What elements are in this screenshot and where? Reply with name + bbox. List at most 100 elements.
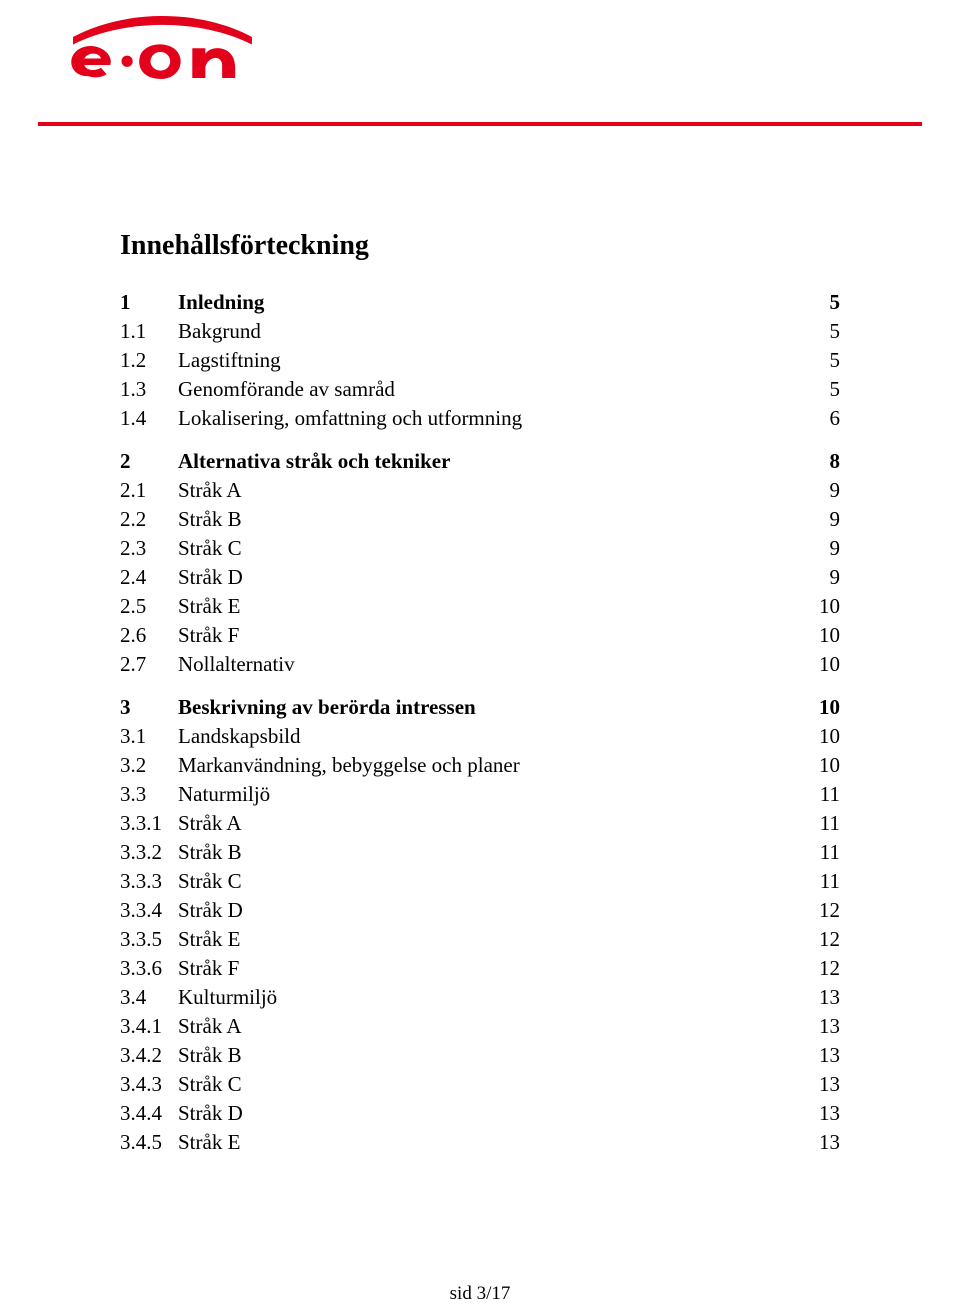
toc-label: Stråk E — [178, 927, 806, 952]
toc-number: 2.2 — [120, 507, 178, 532]
toc-number: 3.3.5 — [120, 927, 178, 952]
toc-page: 9 — [806, 507, 840, 532]
toc-row: 2.2Stråk B9 — [120, 505, 840, 534]
toc-label: Stråk B — [178, 507, 806, 532]
toc-row: 3.3.2Stråk B11 — [120, 838, 840, 867]
toc-number: 2.7 — [120, 652, 178, 677]
toc-page: 10 — [806, 724, 840, 749]
toc-row: 3.4.3Stråk C13 — [120, 1070, 840, 1099]
toc-label: Stråk F — [178, 623, 806, 648]
toc-number: 3.4 — [120, 985, 178, 1010]
toc-label: Naturmiljö — [178, 782, 806, 807]
toc-row: 1.1Bakgrund5 — [120, 317, 840, 346]
toc-number: 2.1 — [120, 478, 178, 503]
toc-label: Stråk A — [178, 478, 806, 503]
toc-page: 11 — [806, 811, 840, 836]
toc-page: 5 — [806, 290, 840, 315]
toc-page: 5 — [806, 319, 840, 344]
toc-number: 3.2 — [120, 753, 178, 778]
toc-label: Alternativa stråk och tekniker — [178, 449, 806, 474]
toc-label: Stråk D — [178, 898, 806, 923]
toc-list: 1Inledning51.1Bakgrund51.2Lagstiftning51… — [120, 288, 840, 1157]
toc-page: 13 — [806, 1043, 840, 1068]
toc-page: 10 — [806, 623, 840, 648]
toc-number: 3.3.4 — [120, 898, 178, 923]
toc-number: 3.4.1 — [120, 1014, 178, 1039]
toc-page: 11 — [806, 782, 840, 807]
toc-label: Stråk C — [178, 869, 806, 894]
toc-page: 13 — [806, 985, 840, 1010]
toc-label: Stråk B — [178, 840, 806, 865]
toc-row: 2.3Stråk C9 — [120, 534, 840, 563]
toc-row: 2.7Nollalternativ10 — [120, 650, 840, 679]
toc-number: 3.3.2 — [120, 840, 178, 865]
toc-page: 9 — [806, 565, 840, 590]
toc-row: 3Beskrivning av berörda intressen10 — [120, 693, 840, 722]
toc-row: 3.3Naturmiljö11 — [120, 780, 840, 809]
toc-number: 2.6 — [120, 623, 178, 648]
toc-row: 3.3.5Stråk E12 — [120, 925, 840, 954]
toc-row: 2.6Stråk F10 — [120, 621, 840, 650]
toc-number: 1.1 — [120, 319, 178, 344]
toc-label: Stråk E — [178, 594, 806, 619]
toc-row: 1.2Lagstiftning5 — [120, 346, 840, 375]
toc-row: 2.5Stråk E10 — [120, 592, 840, 621]
toc-page: 13 — [806, 1072, 840, 1097]
toc-label: Stråk A — [178, 1014, 806, 1039]
toc-label: Stråk F — [178, 956, 806, 981]
toc-row: 2.4Stråk D9 — [120, 563, 840, 592]
toc-row: 3.4.2Stråk B13 — [120, 1041, 840, 1070]
toc-row: 3.4.4Stråk D13 — [120, 1099, 840, 1128]
toc-page: 11 — [806, 869, 840, 894]
toc-label: Landskapsbild — [178, 724, 806, 749]
toc-number: 3.3.1 — [120, 811, 178, 836]
toc-number: 2.4 — [120, 565, 178, 590]
toc-page: 13 — [806, 1014, 840, 1039]
toc-number: 2.3 — [120, 536, 178, 561]
toc-row: 3.1Landskapsbild10 — [120, 722, 840, 751]
toc-row: 3.3.3Stråk C11 — [120, 867, 840, 896]
toc-number: 3.4.4 — [120, 1101, 178, 1126]
toc-label: Markanvändning, bebyggelse och planer — [178, 753, 806, 778]
toc-row: 1Inledning5 — [120, 288, 840, 317]
toc-label: Inledning — [178, 290, 806, 315]
toc-row: 3.3.6Stråk F12 — [120, 954, 840, 983]
toc-label: Stråk C — [178, 1072, 806, 1097]
toc-row: 3.3.1Stråk A11 — [120, 809, 840, 838]
toc-page: 9 — [806, 478, 840, 503]
header-rule — [38, 122, 922, 126]
toc-number: 2.5 — [120, 594, 178, 619]
toc-label: Stråk B — [178, 1043, 806, 1068]
toc-page: 12 — [806, 927, 840, 952]
page-footer: sid 3/17 — [0, 1283, 960, 1305]
toc-page: 5 — [806, 348, 840, 373]
toc-number: 1.2 — [120, 348, 178, 373]
toc-label: Stråk A — [178, 811, 806, 836]
toc-label: Nollalternativ — [178, 652, 806, 677]
toc-label: Lokalisering, omfattning och utformning — [178, 406, 806, 431]
toc-row: 3.4Kulturmiljö13 — [120, 983, 840, 1012]
toc-label: Kulturmiljö — [178, 985, 806, 1010]
toc-number: 3.3.6 — [120, 956, 178, 981]
toc-page: 10 — [806, 594, 840, 619]
toc-number: 3.4.5 — [120, 1130, 178, 1155]
toc-page: 10 — [806, 695, 840, 720]
toc-page: 9 — [806, 536, 840, 561]
toc-page: 10 — [806, 652, 840, 677]
toc-number: 1.3 — [120, 377, 178, 402]
toc-label: Stråk C — [178, 536, 806, 561]
toc-page: 12 — [806, 956, 840, 981]
toc-page: 13 — [806, 1130, 840, 1155]
toc-row: 3.3.4Stråk D12 — [120, 896, 840, 925]
toc-page: 13 — [806, 1101, 840, 1126]
toc-label: Lagstiftning — [178, 348, 806, 373]
toc-page: 8 — [806, 449, 840, 474]
toc-page: 12 — [806, 898, 840, 923]
toc-number: 3.4.3 — [120, 1072, 178, 1097]
toc-number: 3.4.2 — [120, 1043, 178, 1068]
toc-page: 5 — [806, 377, 840, 402]
toc-number: 3 — [120, 695, 178, 720]
toc-row: 2Alternativa stråk och tekniker8 — [120, 447, 840, 476]
toc-label: Stråk E — [178, 1130, 806, 1155]
toc-label: Bakgrund — [178, 319, 806, 344]
